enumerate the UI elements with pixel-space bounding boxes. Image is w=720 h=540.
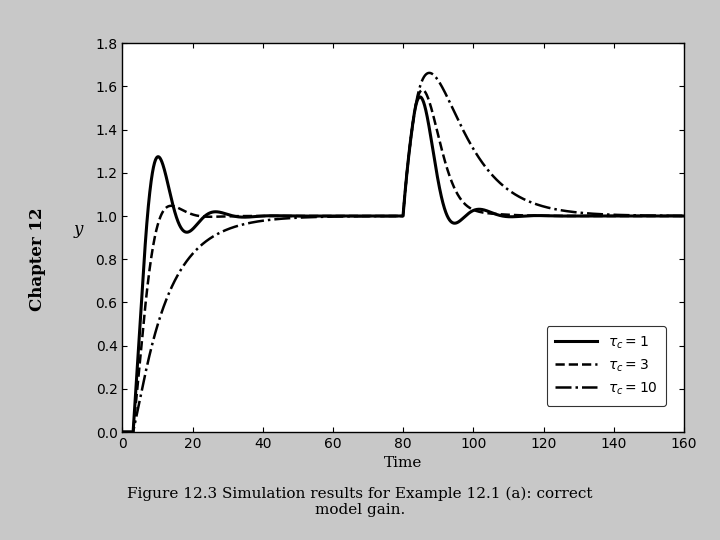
$\tau_c = 1$ — [415, 93, 424, 100]
$\tau_c = 3$ — [473, 208, 482, 214]
Line: $\tau_c = 3$: $\tau_c = 3$ — [122, 90, 684, 432]
Line: $\tau_c = 1$: $\tau_c = 1$ — [122, 97, 684, 432]
$\tau_c = 1$ — [325, 213, 333, 219]
$\tau_c = 10$ — [118, 429, 127, 435]
$\tau_c = 3$ — [118, 429, 127, 435]
$\tau_c = 10$ — [425, 70, 433, 76]
$\tau_c = 1$ — [554, 213, 563, 219]
$\tau_c = 10$ — [300, 214, 309, 221]
$\tau_c = 10$ — [554, 207, 563, 213]
Legend: $\tau_c = 1$, $\tau_c = 3$, $\tau_c = 10$: $\tau_c = 1$, $\tau_c = 3$, $\tau_c = 10… — [546, 326, 666, 406]
$\tau_c = 10$ — [495, 179, 504, 186]
$\tau_c = 10$ — [473, 152, 482, 158]
$\tau_c = 1$ — [473, 206, 482, 213]
Text: Chapter 12: Chapter 12 — [29, 207, 46, 311]
$\tau_c = 3$ — [554, 213, 563, 219]
$\tau_c = 3$ — [300, 213, 309, 219]
$\tau_c = 3$ — [680, 213, 688, 219]
$\tau_c = 1$ — [562, 213, 571, 219]
Text: Figure 12.3 Simulation results for Example 12.1 (a): correct
model gain.: Figure 12.3 Simulation results for Examp… — [127, 487, 593, 517]
$\tau_c = 10$ — [325, 213, 333, 220]
$\tau_c = 3$ — [418, 87, 427, 93]
Y-axis label: y: y — [74, 221, 84, 238]
$\tau_c = 3$ — [325, 213, 333, 219]
$\tau_c = 10$ — [680, 213, 688, 219]
$\tau_c = 3$ — [495, 211, 504, 218]
$\tau_c = 3$ — [562, 213, 571, 219]
Line: $\tau_c = 10$: $\tau_c = 10$ — [122, 73, 684, 432]
$\tau_c = 1$ — [300, 213, 309, 219]
$\tau_c = 1$ — [118, 429, 127, 435]
X-axis label: Time: Time — [384, 456, 423, 470]
$\tau_c = 1$ — [495, 212, 504, 219]
$\tau_c = 1$ — [680, 213, 688, 219]
$\tau_c = 10$ — [562, 208, 571, 214]
